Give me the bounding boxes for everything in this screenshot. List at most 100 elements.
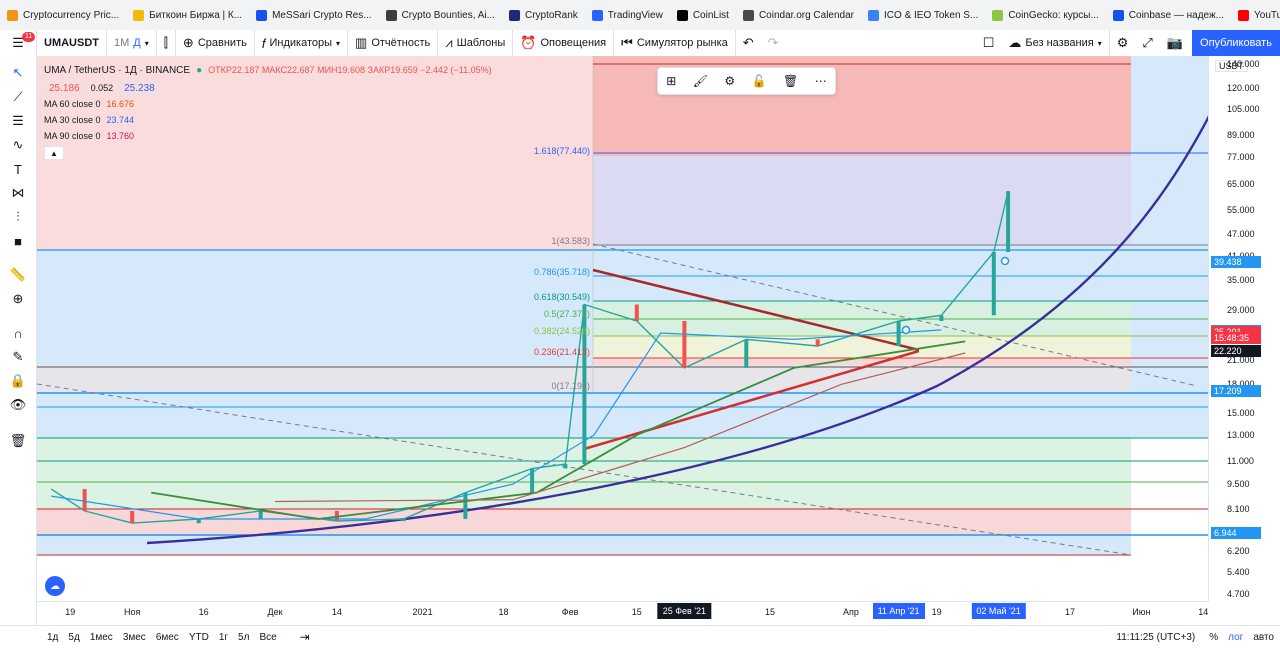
bookmark-6[interactable]: CoinList <box>670 0 736 30</box>
collapse-legend-button[interactable]: ▲ <box>44 146 64 160</box>
chart-type-button[interactable]: ⫿ <box>157 30 176 56</box>
lock-draw-tool[interactable]: ✎ <box>9 348 27 366</box>
simulator-button[interactable]: ⏮ Симулятор рынка <box>614 30 736 56</box>
anchor-handle[interactable] <box>901 325 911 335</box>
compare-button[interactable]: ⊕ Сравнить <box>176 30 255 56</box>
candle[interactable] <box>82 489 87 511</box>
auto-toggle[interactable]: авто <box>1253 631 1274 643</box>
bookmark-9[interactable]: CoinGecko: курсы... <box>985 0 1105 30</box>
candle[interactable] <box>196 519 201 524</box>
clock[interactable]: 11:11:25 (UTC+3) <box>1116 631 1196 643</box>
candle[interactable] <box>634 304 639 322</box>
reports-button[interactable]: ▥ Отчётность <box>348 30 439 56</box>
series-line[interactable] <box>51 329 942 520</box>
layout-name-button[interactable]: ☁ Без названия ▾ <box>1001 30 1110 56</box>
unlock-icon[interactable]: 🔓 <box>751 74 767 88</box>
candle[interactable] <box>991 252 996 316</box>
candle[interactable] <box>815 339 820 346</box>
ma-legend-row[interactable]: MA 30 close 0 23.744 <box>44 112 492 128</box>
interval-day[interactable]: Д <box>133 37 141 49</box>
brush-tool[interactable]: ∿ <box>9 136 27 154</box>
triangle-lower-line[interactable] <box>583 349 920 451</box>
candle[interactable] <box>463 492 468 519</box>
bid-price[interactable]: 25.186 <box>44 81 85 95</box>
dashed-trend-low[interactable] <box>37 383 1132 556</box>
price-chart[interactable] <box>37 56 1208 601</box>
time-axis[interactable]: 19 Ноя 16 Дек 14 2021 18 Фев 15 15 Апр 19 17 Июн 14 25 … <box>37 601 1208 626</box>
ask-price[interactable]: 25.238 <box>119 81 160 95</box>
candle[interactable] <box>896 321 901 346</box>
candle[interactable] <box>682 321 687 368</box>
series-line[interactable] <box>151 340 966 520</box>
range-button[interactable]: 1г <box>218 631 229 643</box>
range-button[interactable]: 5л <box>238 631 250 643</box>
candle[interactable] <box>563 464 568 469</box>
currency-label[interactable]: USDT <box>1215 60 1248 72</box>
bookmark-0[interactable]: Cryptocurrency Pric... <box>0 0 126 30</box>
shape-tool[interactable]: ■ <box>9 232 27 250</box>
bookmark-10[interactable]: Coinbase — надеж... <box>1106 0 1231 30</box>
candle[interactable] <box>744 339 749 368</box>
candle[interactable] <box>939 315 944 321</box>
bookmark-5[interactable]: TradingView <box>585 0 670 30</box>
gear-icon[interactable]: ⚙ <box>724 74 736 88</box>
bookmark-4[interactable]: CryptoRank <box>502 0 585 30</box>
ruler-tool[interactable]: 📏 <box>9 266 27 284</box>
ma-legend-row[interactable]: MA 60 close 0 16.676 <box>44 96 492 112</box>
lock-all-tool[interactable]: 🔒 <box>9 372 27 390</box>
fullscreen-select-button[interactable]: ☐ <box>976 30 1002 56</box>
series-line[interactable] <box>274 352 966 503</box>
templates-button[interactable]: ⩘ Шаблоны <box>438 30 514 56</box>
percent-toggle[interactable]: % <box>1209 631 1219 643</box>
symbol-search[interactable]: UMAUSDT <box>37 30 107 56</box>
paint-bucket-icon[interactable]: 🖌 <box>692 74 708 88</box>
menu-button[interactable]: ☰ <box>0 30 37 56</box>
publish-button[interactable]: Опубликовать <box>1192 30 1280 56</box>
trendline-tool[interactable]: ⟋ <box>9 88 27 106</box>
range-button[interactable]: 1мес <box>89 631 113 643</box>
range-button[interactable]: Все <box>259 631 277 643</box>
parabolic-curve[interactable] <box>146 90 1208 545</box>
redo-button[interactable]: ↷ <box>761 30 786 56</box>
range-button[interactable]: 1д <box>47 631 59 643</box>
magnet-tool[interactable]: ∩ <box>9 324 27 342</box>
text-tool[interactable]: T <box>9 160 27 178</box>
bookmark-7[interactable]: Coindar.org Calendar <box>736 0 861 30</box>
range-button[interactable]: 6мес <box>155 631 179 643</box>
price-axis[interactable]: USDT 140.000 120.000 105.000 89.000 77.000 65… <box>1208 56 1280 601</box>
candle[interactable] <box>130 510 135 524</box>
hide-tool[interactable]: 👁 <box>9 396 27 414</box>
chart-pane[interactable]: 1.618(77.440) 1(43.583) 0.786(35.718) 0.618… <box>37 56 1208 601</box>
bookmark-2[interactable]: MeSSari Crypto Res... <box>249 0 378 30</box>
candle[interactable] <box>1006 191 1011 252</box>
range-button[interactable]: 3мес <box>122 631 146 643</box>
interval-selector[interactable]: 1М Д ▾ <box>107 30 157 56</box>
candle[interactable] <box>258 510 263 519</box>
settings-button[interactable]: ⚙ <box>1110 30 1136 56</box>
bookmark-3[interactable]: Crypto Bounties, Ai... <box>379 0 502 30</box>
tradingview-logo[interactable]: ☁ <box>45 576 65 596</box>
undo-button[interactable]: ↶ <box>736 30 761 56</box>
more-icon[interactable]: ⋯ <box>814 74 827 88</box>
range-button[interactable]: YTD <box>188 631 209 643</box>
bookmark-11[interactable]: YouTube <box>1231 0 1280 30</box>
alerts-button[interactable]: ⏰ Оповещения <box>513 30 615 56</box>
fib-tool[interactable]: ☰ <box>9 112 27 130</box>
bookmark-1[interactable]: Биткоин Биржа | К... <box>126 0 249 30</box>
fullscreen-button[interactable]: ⤢ <box>1135 30 1159 56</box>
candle[interactable] <box>582 304 587 465</box>
remove-tool[interactable]: 🗑 <box>9 432 27 450</box>
cursor-tool[interactable]: ↖ <box>9 64 27 82</box>
prediction-tool[interactable]: ⫶ <box>9 208 27 226</box>
triangle-upper-line[interactable] <box>592 268 920 352</box>
ma-legend-row[interactable]: MA 90 close 0 13.760 <box>44 128 492 144</box>
range-button[interactable]: 5д <box>68 631 80 643</box>
interval-month[interactable]: 1М <box>114 37 130 49</box>
candle[interactable] <box>530 468 535 493</box>
pattern-tool[interactable]: ⋈ <box>9 184 27 202</box>
zoom-tool[interactable]: ⊕ <box>9 290 27 308</box>
symbol-title[interactable]: UMA / TetherUS · 1Д · BINANCE <box>44 64 191 76</box>
template-icon[interactable]: ⊞ <box>666 74 677 88</box>
anchor-handle[interactable] <box>1000 256 1010 266</box>
bookmark-8[interactable]: ICO & IEO Token S... <box>861 0 985 30</box>
